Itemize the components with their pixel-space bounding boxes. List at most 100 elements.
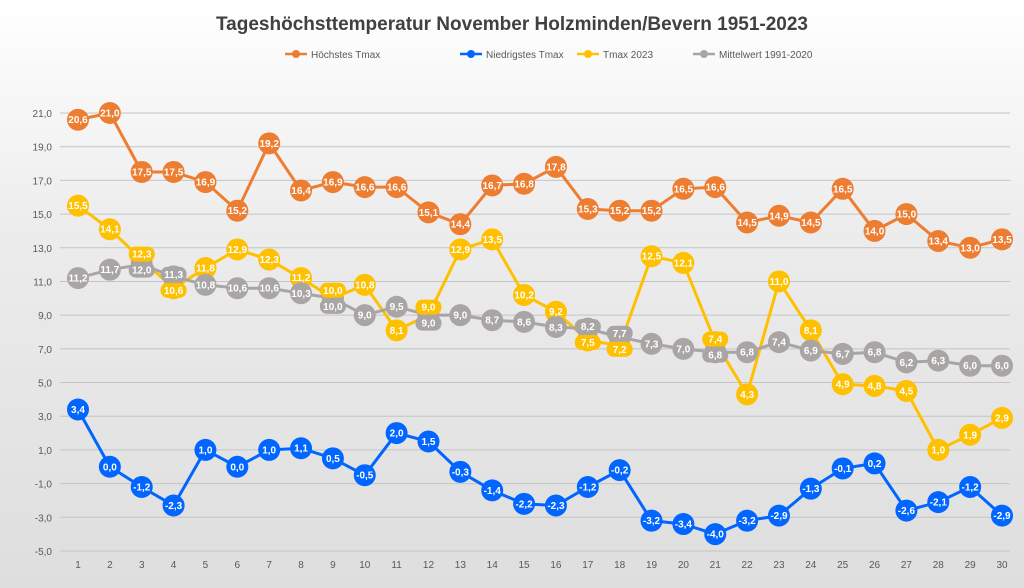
data-label-background bbox=[128, 246, 155, 262]
data-label: 10,0 bbox=[319, 282, 346, 298]
data-label: 12,0 bbox=[128, 262, 155, 278]
data-label: -0,2 bbox=[611, 466, 629, 477]
data-label-text: 13,0 bbox=[960, 243, 980, 254]
data-point bbox=[640, 199, 663, 222]
data-label-text: 11,8 bbox=[196, 263, 215, 274]
data-label: 2,0 bbox=[390, 429, 404, 440]
data-label-text: 1,5 bbox=[422, 437, 436, 448]
data-point bbox=[799, 319, 822, 342]
data-label: -0,3 bbox=[452, 467, 470, 478]
data-label-text: -0,5 bbox=[356, 471, 374, 482]
data-label-text: 6,3 bbox=[931, 356, 945, 367]
data-point bbox=[927, 230, 950, 253]
x-tick-label: 13 bbox=[455, 560, 467, 571]
data-label: 9,0 bbox=[415, 315, 442, 331]
data-label: 16,5 bbox=[674, 184, 694, 195]
data-label-text: 10,0 bbox=[323, 286, 343, 297]
data-point bbox=[736, 341, 759, 364]
data-label-text: 16,6 bbox=[387, 183, 407, 194]
y-tick-label: -3,0 bbox=[35, 513, 53, 524]
data-point bbox=[704, 523, 727, 546]
data-label: 1,5 bbox=[422, 437, 436, 448]
data-label-text: 0,0 bbox=[230, 462, 244, 473]
x-tick-label: 7 bbox=[266, 560, 272, 571]
data-point bbox=[544, 315, 567, 338]
data-label: 0,5 bbox=[326, 454, 340, 465]
data-point bbox=[640, 509, 663, 532]
data-label: -0,1 bbox=[834, 464, 852, 475]
x-tick-label: 22 bbox=[742, 560, 754, 571]
data-label-background bbox=[574, 319, 601, 335]
data-label: 12,1 bbox=[674, 258, 694, 269]
data-label-text: 9,0 bbox=[422, 303, 436, 314]
data-label-text: 13,5 bbox=[482, 235, 502, 246]
data-point bbox=[481, 309, 504, 332]
data-label: 7,4 bbox=[702, 331, 729, 347]
data-label: 8,1 bbox=[804, 326, 818, 337]
data-label-text: 4,9 bbox=[836, 380, 850, 391]
data-label-text: 12,0 bbox=[132, 266, 152, 277]
data-label-text: 15,1 bbox=[419, 208, 439, 219]
data-label: 15,1 bbox=[419, 208, 439, 219]
data-label-text: -1,2 bbox=[579, 482, 597, 493]
data-label-text: -1,3 bbox=[802, 484, 820, 495]
data-label: -1,2 bbox=[133, 482, 151, 493]
data-point bbox=[767, 270, 790, 293]
data-label-background bbox=[415, 299, 442, 315]
data-point bbox=[513, 310, 536, 333]
data-label-text: 16,6 bbox=[355, 183, 375, 194]
data-point bbox=[672, 177, 695, 200]
data-label: -4,0 bbox=[707, 530, 725, 541]
data-label-text: 17,5 bbox=[164, 167, 184, 178]
data-label-text: 3,4 bbox=[71, 405, 85, 416]
y-tick-label: -5,0 bbox=[35, 547, 53, 558]
data-label: 7,0 bbox=[676, 344, 690, 355]
data-label: 12,3 bbox=[128, 246, 155, 262]
data-point bbox=[162, 160, 185, 183]
x-tick-label: 19 bbox=[646, 560, 658, 571]
y-tick-label: 11,0 bbox=[33, 277, 52, 288]
x-tick-label: 6 bbox=[235, 560, 241, 571]
data-point bbox=[513, 172, 536, 195]
data-point bbox=[98, 258, 121, 281]
data-label-text: 16,7 bbox=[482, 181, 502, 192]
data-label: 3,4 bbox=[71, 405, 85, 416]
data-label-text: 14,5 bbox=[737, 218, 757, 229]
data-label-text: 6,8 bbox=[868, 348, 882, 359]
x-tick-label: 20 bbox=[678, 560, 690, 571]
data-point bbox=[959, 354, 982, 377]
data-label: -3,2 bbox=[738, 516, 756, 527]
data-label: 20,6 bbox=[68, 115, 88, 126]
data-point bbox=[162, 494, 185, 517]
data-label-text: 6,8 bbox=[708, 351, 722, 362]
data-label: 6,3 bbox=[931, 356, 945, 367]
data-label-text: 10,8 bbox=[355, 280, 375, 291]
data-label-text: 11,3 bbox=[164, 270, 183, 281]
data-label: 4,3 bbox=[740, 390, 754, 401]
data-label: 6,7 bbox=[836, 349, 850, 360]
data-label: 16,6 bbox=[706, 183, 726, 194]
x-tick-label: 17 bbox=[582, 560, 594, 571]
data-point bbox=[258, 277, 281, 300]
data-point bbox=[767, 331, 790, 354]
data-point bbox=[321, 171, 344, 194]
x-tick-label: 30 bbox=[996, 560, 1008, 571]
data-label: 0,0 bbox=[230, 462, 244, 473]
series-h-chstes-tmax bbox=[67, 102, 1013, 259]
data-label-text: 21,0 bbox=[100, 109, 120, 120]
data-label-text: 12,3 bbox=[132, 250, 152, 261]
data-point bbox=[417, 430, 440, 453]
data-label: 0,0 bbox=[103, 462, 117, 473]
x-tick-label: 21 bbox=[710, 560, 722, 571]
data-label-text: 7,0 bbox=[676, 344, 690, 355]
data-label-text: 10,3 bbox=[291, 289, 311, 300]
data-point bbox=[481, 174, 504, 197]
data-label-text: 6,7 bbox=[836, 349, 850, 360]
data-label: 16,7 bbox=[482, 181, 502, 192]
data-label-text: -3,2 bbox=[643, 516, 661, 527]
data-label-text: 13,4 bbox=[929, 237, 949, 248]
legend-item: Niedrigstes Tmax bbox=[460, 50, 564, 61]
data-label-text: 9,0 bbox=[422, 319, 436, 330]
data-label: -1,2 bbox=[962, 482, 980, 493]
data-label-text: 6,8 bbox=[740, 348, 754, 359]
